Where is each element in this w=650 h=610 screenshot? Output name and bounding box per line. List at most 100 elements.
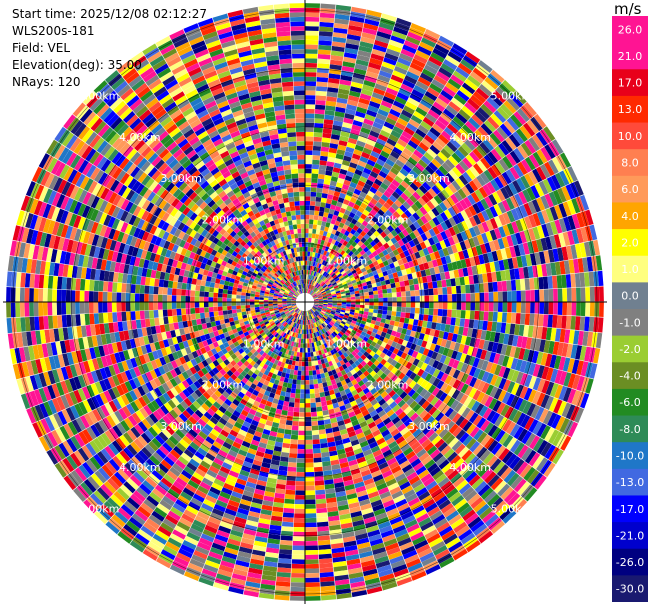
velocity-cell <box>359 223 366 231</box>
velocity-cell <box>452 302 457 310</box>
velocity-cell <box>391 30 407 40</box>
velocity-cell <box>400 192 409 201</box>
velocity-cell <box>399 264 406 271</box>
velocity-cell <box>455 242 463 252</box>
velocity-cell <box>500 248 508 260</box>
velocity-cell <box>314 267 319 272</box>
velocity-cell <box>305 118 315 123</box>
velocity-cell <box>319 155 328 162</box>
velocity-cell <box>422 203 432 213</box>
velocity-cell <box>579 316 586 331</box>
velocity-cell <box>396 270 403 277</box>
velocity-cell <box>316 292 321 296</box>
velocity-cell <box>348 250 354 257</box>
velocity-cell <box>434 155 445 166</box>
velocity-cell <box>475 87 490 100</box>
velocity-cell <box>305 141 314 146</box>
velocity-cell <box>293 411 300 417</box>
velocity-cell <box>488 292 494 302</box>
velocity-cell <box>410 307 416 314</box>
velocity-cell <box>344 290 350 294</box>
velocity-cell <box>403 126 415 136</box>
velocity-cell <box>278 558 292 564</box>
velocity-cell <box>395 17 412 27</box>
velocity-cell <box>374 277 381 283</box>
velocity-cell <box>344 175 353 182</box>
velocity-cell <box>330 138 340 145</box>
velocity-cell <box>323 272 329 277</box>
velocity-cell <box>296 458 305 463</box>
velocity-cell <box>320 197 327 203</box>
velocity-cell <box>337 248 343 254</box>
velocity-cell <box>527 201 537 215</box>
velocity-cell <box>283 401 290 407</box>
velocity-cell <box>431 171 442 182</box>
velocity-cell <box>513 90 527 105</box>
velocity-cell <box>356 54 370 62</box>
velocity-cell <box>561 315 567 329</box>
velocity-cell <box>460 310 466 319</box>
velocity-cell <box>292 536 305 542</box>
velocity-cell <box>326 96 337 103</box>
velocity-cell <box>360 298 365 302</box>
velocity-cell <box>343 117 354 125</box>
velocity-cell <box>295 494 305 500</box>
velocity-cell <box>548 159 559 175</box>
velocity-cell <box>345 146 355 154</box>
velocity-cell <box>317 521 329 527</box>
velocity-cell <box>288 453 298 459</box>
velocity-cell <box>322 409 329 416</box>
velocity-cell <box>354 307 360 311</box>
velocity-cell <box>331 129 341 136</box>
velocity-cell <box>432 281 438 289</box>
velocity-cell <box>400 286 406 292</box>
velocity-cell <box>323 386 329 392</box>
velocity-cell <box>419 295 425 302</box>
velocity-cell <box>310 275 314 281</box>
velocity-cell <box>318 297 323 300</box>
velocity-cell <box>389 278 395 284</box>
velocity-cell <box>333 276 339 281</box>
velocity-cell <box>410 203 420 213</box>
velocity-cell <box>305 288 308 293</box>
velocity-cell <box>396 117 409 127</box>
velocity-cell <box>412 259 419 267</box>
velocity-cell <box>362 209 370 217</box>
velocity-cell <box>423 262 430 270</box>
velocity-cell <box>487 116 500 130</box>
velocity-cell <box>328 77 340 84</box>
velocity-cell <box>348 222 355 229</box>
velocity-cell <box>429 144 441 155</box>
velocity-cell <box>293 517 305 523</box>
velocity-cell <box>315 401 322 408</box>
velocity-cell <box>527 325 534 338</box>
velocity-cell <box>505 197 515 210</box>
velocity-cell <box>319 558 333 564</box>
velocity-cell <box>397 196 406 205</box>
velocity-cell <box>577 330 584 346</box>
velocity-cell <box>342 122 353 129</box>
velocity-cell <box>279 549 292 555</box>
velocity-cell <box>321 141 330 148</box>
velocity-cell <box>553 288 558 302</box>
velocity-cell <box>334 158 343 165</box>
velocity-cell <box>305 58 318 64</box>
velocity-cell <box>331 45 345 53</box>
velocity-cell <box>349 197 357 204</box>
velocity-cell <box>457 62 473 75</box>
velocity-cell <box>322 293 327 297</box>
velocity-cell <box>453 269 460 278</box>
velocity-cell <box>328 258 333 264</box>
velocity-cell <box>335 4 352 12</box>
velocity-cell <box>287 466 297 472</box>
velocity-cell <box>318 299 324 301</box>
velocity-cell <box>565 245 573 260</box>
velocity-cell <box>315 489 326 495</box>
velocity-cell <box>518 191 528 205</box>
velocity-cell <box>313 297 319 300</box>
velocity-cell <box>520 302 526 314</box>
velocity-cell <box>348 90 361 98</box>
velocity-cell <box>337 300 342 302</box>
velocity-cell <box>554 328 562 342</box>
velocity-cell <box>329 233 335 239</box>
